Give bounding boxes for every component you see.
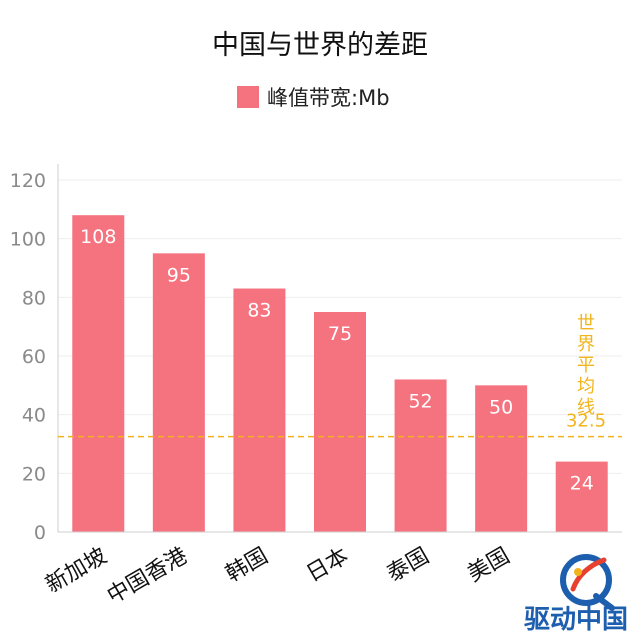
bar (394, 379, 447, 532)
x-tick-label: 中国香港 (103, 544, 192, 610)
y-tick-label: 100 (10, 229, 46, 251)
data-label: 95 (167, 264, 191, 286)
data-label: 108 (80, 226, 116, 248)
data-label: 50 (489, 396, 513, 418)
bar (475, 385, 528, 532)
bar (152, 253, 205, 533)
y-tick-label: 0 (34, 522, 46, 544)
legend: 峰值带宽:Mb (237, 86, 390, 110)
legend-swatch (237, 86, 259, 108)
x-tick-label: 泰国 (383, 544, 434, 588)
logo-q-icon (560, 554, 615, 611)
bar (314, 312, 366, 532)
reference-label-char: 界 (577, 334, 595, 355)
legend-label: 峰值带宽:Mb (267, 86, 390, 110)
reference-label-char: 均 (577, 376, 595, 397)
y-tick-label: 20 (22, 463, 46, 485)
x-tick-label: 新加坡 (42, 544, 112, 599)
data-label: 75 (328, 323, 352, 345)
bars: 108 95 83 75 52 50 24 (72, 215, 608, 533)
y-tick-label: 40 (22, 405, 46, 427)
data-label: 52 (408, 390, 432, 412)
chart-title: 中国与世界的差距 (212, 30, 428, 61)
bar (555, 461, 608, 532)
y-tick-label: 120 (10, 170, 46, 192)
x-tick-label: 韩国 (222, 544, 273, 588)
bar (233, 288, 286, 532)
reference-label-char: 世 (577, 313, 595, 334)
y-axis: 0 20 40 60 80 100 120 (10, 164, 59, 544)
watermark-text: 驱动中国 (524, 605, 628, 635)
y-tick-label: 80 (22, 287, 46, 309)
x-tick-label: 日本 (302, 544, 353, 588)
x-tick-label: 美国 (464, 544, 515, 588)
reference-value-label: 32.5 (566, 411, 606, 432)
data-label: 83 (247, 300, 271, 322)
watermark-logo: 驱动中国 (524, 554, 628, 635)
y-tick-label: 60 (22, 346, 46, 368)
data-label: 24 (570, 473, 594, 495)
bar (72, 215, 125, 532)
reference-label-char: 线 (577, 397, 595, 418)
reference-label-char: 平 (577, 355, 595, 376)
